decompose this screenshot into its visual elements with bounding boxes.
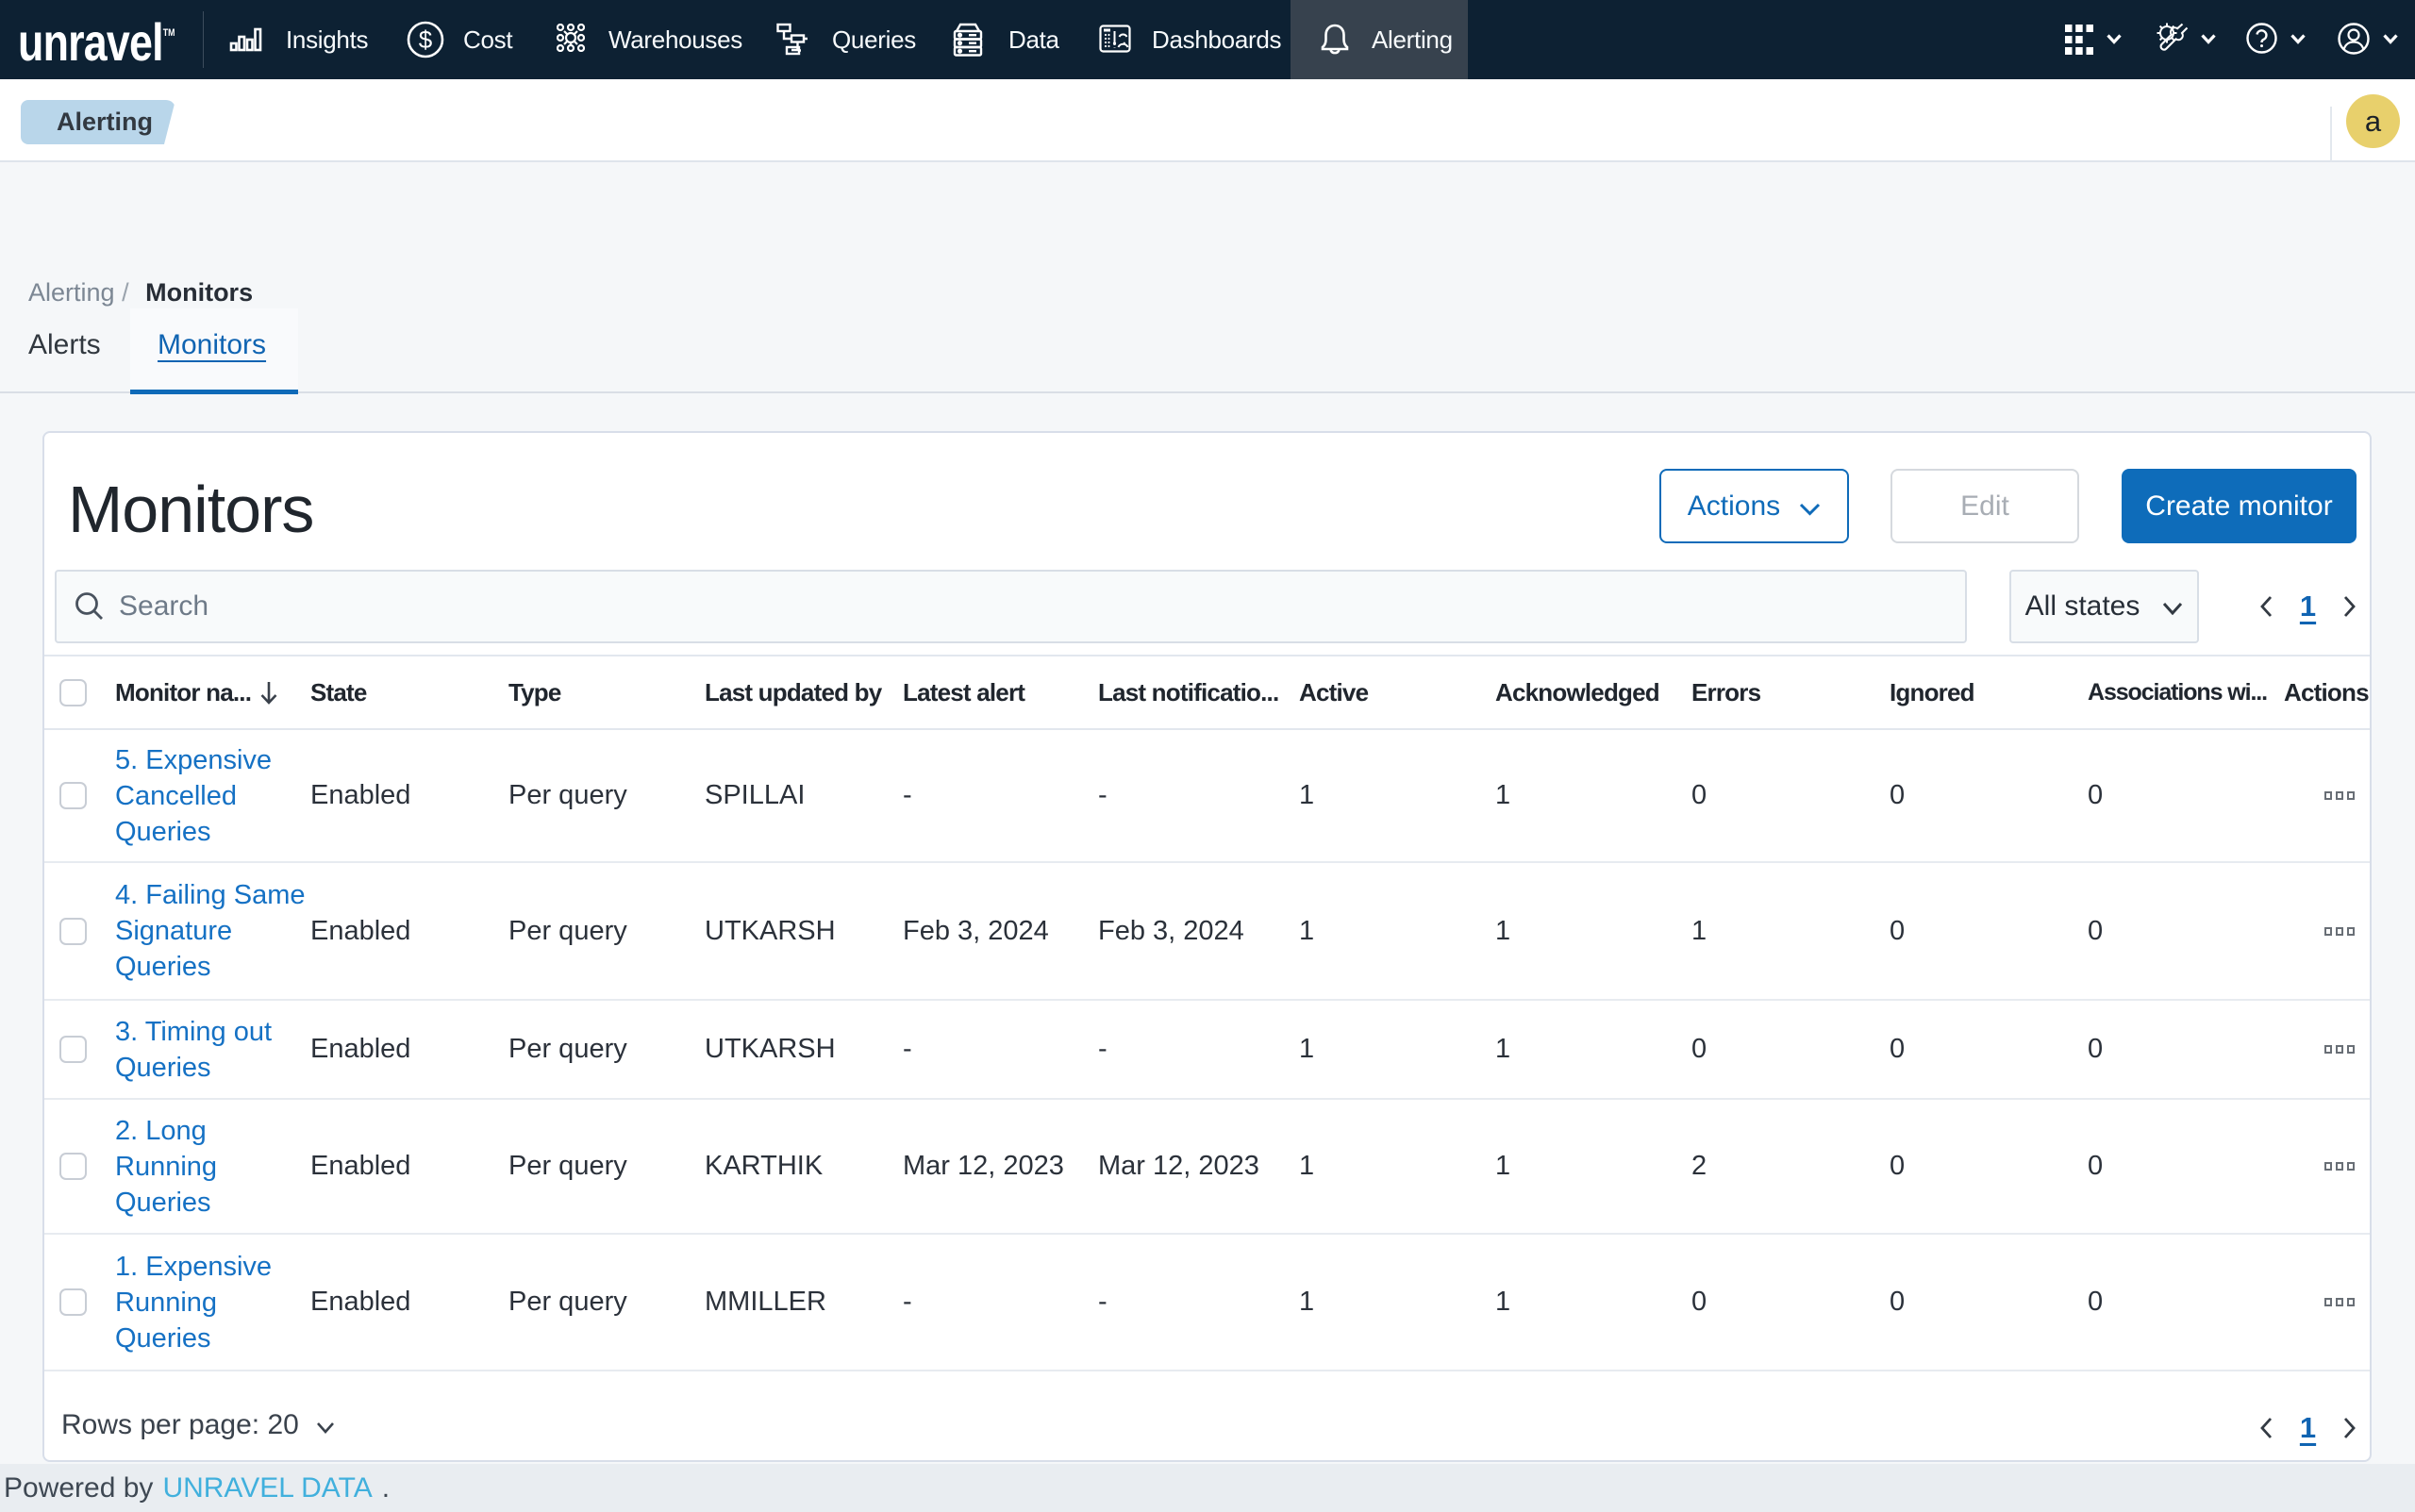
svg-text:$: $ xyxy=(419,25,433,54)
